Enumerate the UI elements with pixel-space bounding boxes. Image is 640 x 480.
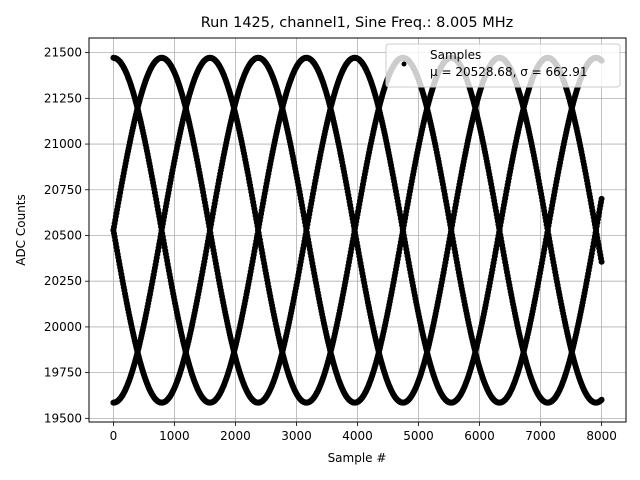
legend-marker xyxy=(401,61,407,67)
chart-title: Run 1425, channel1, Sine Freq.: 8.005 MH… xyxy=(201,15,514,31)
y-tick-label: 20500 xyxy=(44,228,82,242)
x-tick-label: 7000 xyxy=(525,429,556,443)
y-tick-label: 21500 xyxy=(44,46,82,60)
x-tick-label: 8000 xyxy=(586,429,617,443)
data-point xyxy=(598,396,605,403)
x-tick-label: 2000 xyxy=(220,429,251,443)
y-tick-label: 21000 xyxy=(44,137,82,151)
y-tick-label: 19500 xyxy=(44,411,82,425)
y-tick-label: 21250 xyxy=(44,91,82,105)
legend: Samples μ = 20528.68, σ = 662.91 xyxy=(385,43,621,88)
y-axis: 19500 19750 20000 20250 20500 20750 21000 21250… xyxy=(44,46,89,425)
x-tick-label: 3000 xyxy=(281,429,312,443)
y-axis-label: ADC Counts xyxy=(14,194,28,266)
x-tick-label: 1000 xyxy=(159,429,190,443)
data-point xyxy=(598,258,605,265)
x-axis: 0 1000 2000 3000 4000 5000 6000 7000 8000 xyxy=(110,422,617,443)
y-tick-label: 20750 xyxy=(44,183,82,197)
x-tick-label: 5000 xyxy=(403,429,434,443)
x-tick-label: 4000 xyxy=(342,429,373,443)
y-tick-label: 19750 xyxy=(44,366,82,380)
legend-box xyxy=(385,43,621,88)
legend-stats: μ = 20528.68, σ = 662.91 xyxy=(430,65,587,79)
y-tick-label: 20250 xyxy=(44,274,82,288)
data-point xyxy=(598,195,605,202)
x-axis-label: Sample # xyxy=(328,451,387,465)
x-tick-label: 0 xyxy=(110,429,118,443)
y-tick-label: 20000 xyxy=(44,320,82,334)
x-tick-label: 6000 xyxy=(464,429,495,443)
legend-series-name: Samples xyxy=(430,48,481,62)
